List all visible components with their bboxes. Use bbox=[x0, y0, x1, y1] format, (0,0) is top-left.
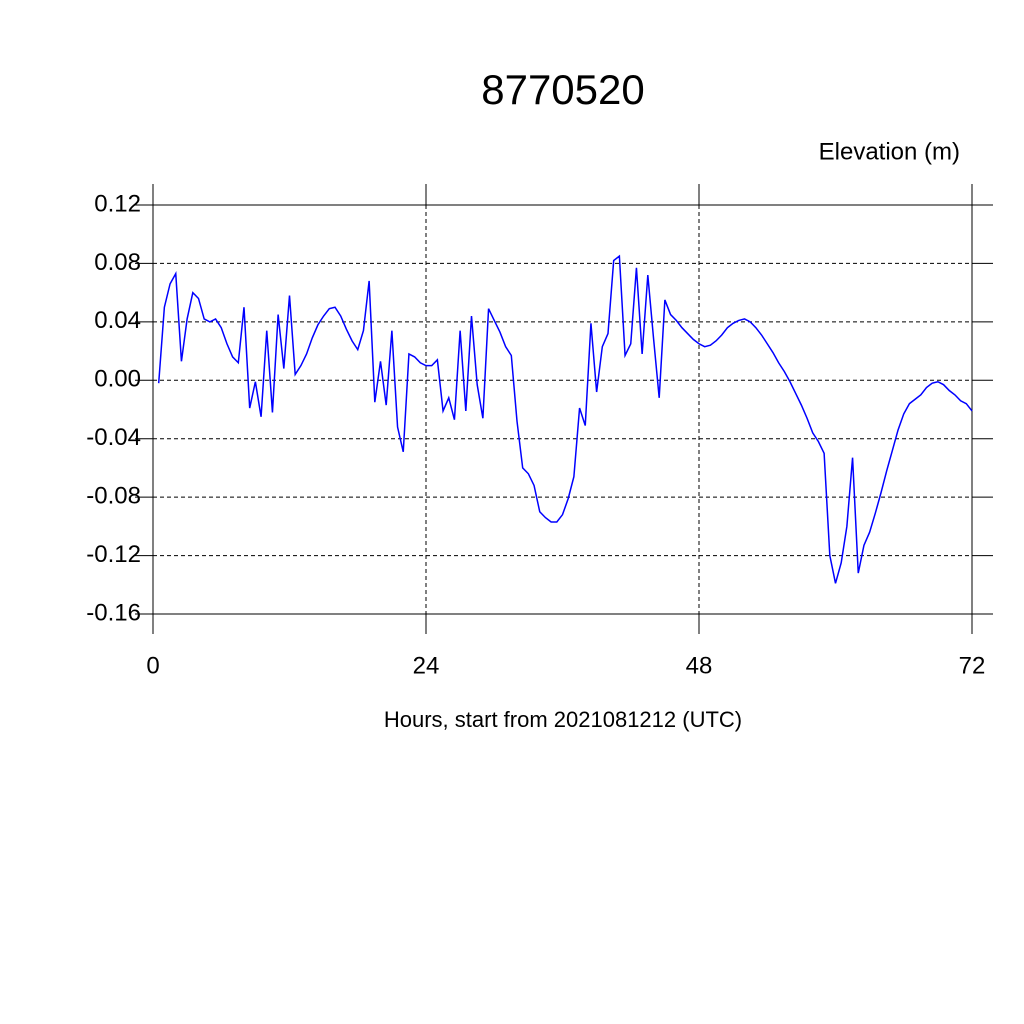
y-tick-label: 0.04 bbox=[94, 307, 141, 334]
y-tick-label: 0.00 bbox=[94, 366, 141, 393]
y-tick-label: -0.08 bbox=[86, 482, 141, 509]
y-tick-label: -0.12 bbox=[86, 541, 141, 568]
y-tick-label: 0.08 bbox=[94, 249, 141, 276]
chart-subtitle: Elevation (m) bbox=[819, 138, 960, 165]
x-tick-label: 0 bbox=[146, 652, 159, 679]
plot-frame bbox=[152, 204, 973, 615]
y-tick-label: 0.12 bbox=[94, 190, 141, 217]
x-tick-label: 72 bbox=[959, 652, 986, 679]
y-tick-label: -0.04 bbox=[86, 424, 141, 451]
x-axis-label: Hours, start from 2021081212 (UTC) bbox=[384, 707, 742, 732]
chart-title: 8770520 bbox=[481, 66, 645, 113]
y-tick-label: -0.16 bbox=[86, 599, 141, 626]
data-line bbox=[157, 254, 973, 584]
x-tick-label: 48 bbox=[686, 652, 713, 679]
x-tick-label: 24 bbox=[413, 652, 440, 679]
